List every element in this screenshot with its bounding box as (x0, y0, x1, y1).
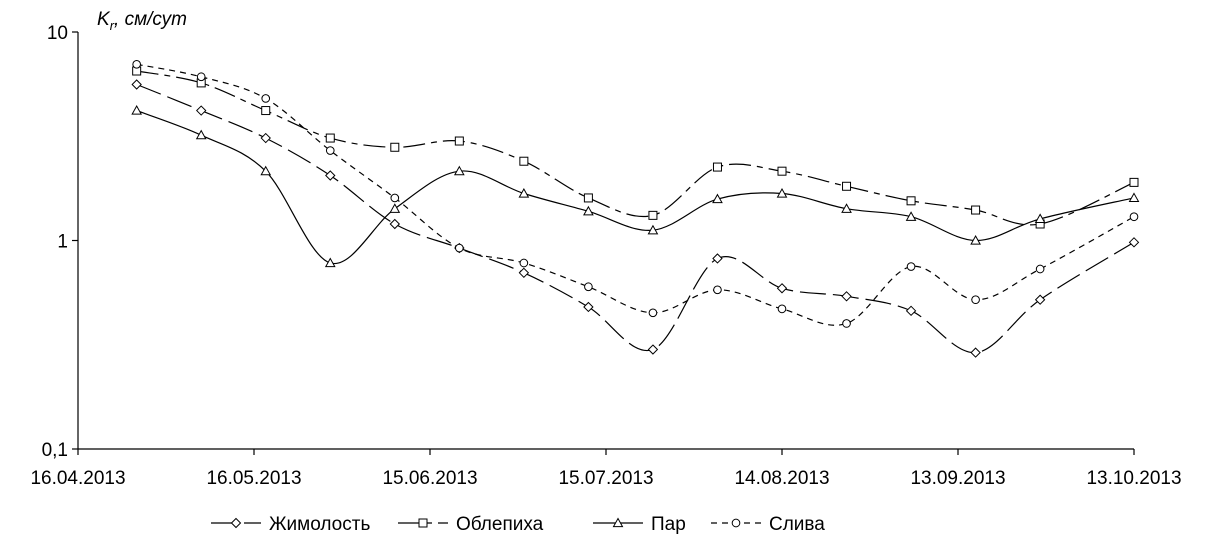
data-point-square (390, 142, 400, 152)
series-diamond (131, 79, 1140, 358)
data-point-triangle (970, 234, 981, 245)
data-point-square (325, 133, 335, 143)
data-point-circle (584, 282, 593, 292)
legend: Жимолость Облепиха Пар Слива (211, 514, 825, 535)
legend-swatch-marker (418, 518, 428, 528)
data-point-diamond (647, 344, 659, 355)
x-tick-label: 13.10.2013 (1086, 468, 1181, 489)
data-point-circle (132, 59, 141, 69)
series-line-diamond (136, 83, 1135, 354)
legend-item-square: Облепиха (398, 514, 544, 535)
series-circle (132, 59, 1139, 328)
data-point-circle (519, 258, 529, 268)
data-point-diamond (583, 301, 594, 313)
data-point-triangle (1034, 213, 1046, 223)
data-point-square (454, 136, 464, 146)
data-point-square (712, 162, 722, 172)
data-point-square (842, 181, 852, 191)
x-tick-label: 15.07.2013 (558, 468, 653, 489)
y-axis-label-subscript: r (110, 18, 115, 33)
data-point-diamond (970, 347, 981, 358)
data-point-circle (648, 308, 658, 318)
x-tick-label: 16.05.2013 (206, 468, 301, 489)
y-tick-label: 1 (57, 232, 68, 253)
series-triangle (131, 105, 1140, 268)
series-square (132, 66, 1139, 229)
data-point-square (519, 156, 529, 166)
data-point-triangle (453, 165, 465, 176)
legend-swatch-marker (230, 517, 242, 529)
legend-swatch-marker (731, 518, 741, 528)
data-point-triangle (389, 203, 401, 213)
data-point-circle (971, 295, 980, 305)
data-point-circle (1035, 264, 1045, 274)
data-point-diamond (712, 253, 723, 264)
plot-area: 10 1 0,1 16.04.2013 16.05.2013 15.06.2013 15.0… (30, 23, 1181, 489)
data-point-circle (842, 319, 851, 328)
y-axis-label: Kr, см/сут (97, 9, 187, 33)
data-point-diamond (905, 305, 917, 317)
data-point-triangle (131, 105, 143, 115)
data-point-diamond (518, 267, 530, 279)
data-point-triangle (841, 203, 852, 213)
data-point-diamond (325, 170, 336, 181)
legend-label: Жимолость (269, 514, 370, 535)
data-point-diamond (195, 105, 207, 116)
legend-label: Пар (651, 514, 686, 535)
data-point-square (648, 210, 658, 220)
data-point-square (1129, 177, 1139, 187)
data-point-circle (906, 262, 916, 271)
data-point-circle (777, 304, 787, 314)
data-point-diamond (131, 79, 142, 90)
data-point-circle (196, 72, 206, 82)
data-point-circle (261, 94, 271, 103)
legend-label: Слива (769, 514, 825, 535)
y-axis-label-unit: , см/сут (114, 9, 187, 30)
legend-item-circle: Слива (711, 514, 825, 535)
x-tick-label: 14.08.2013 (734, 468, 829, 489)
series-line-circle (136, 63, 1135, 326)
data-point-triangle (647, 224, 659, 235)
data-point-triangle (776, 187, 788, 198)
data-point-diamond (260, 132, 271, 144)
data-point-square (971, 205, 981, 215)
data-point-triangle (1128, 192, 1140, 203)
data-point-diamond (389, 218, 401, 230)
data-point-circle (325, 146, 335, 155)
legend-item-triangle: Пар (593, 514, 686, 535)
data-point-circle (390, 193, 400, 203)
x-tick-label: 13.09.2013 (910, 468, 1005, 489)
data-point-square (583, 193, 593, 203)
legend-label: Облепиха (456, 514, 544, 535)
data-point-square (261, 106, 271, 116)
data-point-diamond (1034, 294, 1046, 305)
data-point-diamond (776, 283, 788, 294)
legend-item-diamond: Жимолость (211, 514, 370, 535)
data-point-circle (713, 285, 722, 295)
data-point-circle (1129, 212, 1139, 222)
data-point-diamond (1128, 237, 1140, 248)
data-point-triangle (195, 129, 207, 140)
y-tick-label: 0,1 (42, 440, 68, 461)
data-point-triangle (583, 205, 594, 216)
data-point-square (906, 196, 916, 206)
y-tick-label: 10 (47, 23, 68, 44)
data-point-triangle (260, 165, 272, 176)
data-point-circle (455, 243, 464, 253)
y-axis-label-symbol: K (97, 9, 111, 30)
data-point-diamond (841, 291, 852, 302)
data-point-triangle (905, 211, 917, 221)
legend-swatch-marker (612, 517, 624, 528)
x-tick-label: 16.04.2013 (30, 468, 125, 489)
data-point-square (777, 166, 787, 176)
data-point-triangle (518, 187, 530, 198)
series-line-triangle (136, 110, 1135, 265)
x-tick-label: 15.06.2013 (382, 468, 477, 489)
series-line-square (136, 70, 1135, 226)
data-point-triangle (712, 193, 723, 204)
data-point-triangle (324, 257, 336, 268)
